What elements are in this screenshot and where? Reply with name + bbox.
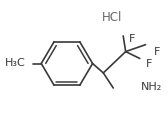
Text: F: F bbox=[154, 47, 160, 57]
Text: HCl: HCl bbox=[101, 11, 122, 23]
Text: F: F bbox=[146, 59, 152, 69]
Text: H₃C: H₃C bbox=[5, 59, 26, 68]
Text: F: F bbox=[129, 34, 135, 44]
Text: NH₂: NH₂ bbox=[141, 82, 162, 92]
